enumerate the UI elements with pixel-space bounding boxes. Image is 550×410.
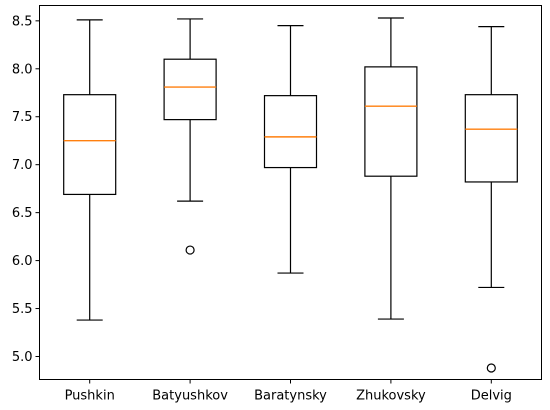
y-tick-label: 6.5 xyxy=(12,206,33,221)
y-tick-label: 7.0 xyxy=(12,158,33,173)
box-iqr xyxy=(63,94,117,196)
y-axis: 5.0 5.5 6.0 6.5 7.0 7.5 8.0 8.5 xyxy=(12,14,40,365)
y-tick-label: 6.0 xyxy=(12,254,33,269)
x-tick-label: Zhukovsky xyxy=(356,389,426,404)
y-tick-label: 5.0 xyxy=(12,350,33,365)
x-tick-label: Baratynsky xyxy=(254,389,327,404)
box-iqr xyxy=(464,94,518,183)
x-tick-label: Delvig xyxy=(471,389,512,404)
box-group xyxy=(364,17,418,320)
box-iqr xyxy=(263,95,318,169)
x-tick-label: Batyushkov xyxy=(152,389,228,404)
boxes xyxy=(63,17,518,373)
outlier-point xyxy=(185,245,195,255)
y-tick-label: 7.5 xyxy=(12,110,33,125)
box-group xyxy=(63,19,117,321)
x-axis: Pushkin Batyushkov Baratynsky Zhukovsky Delv… xyxy=(65,379,512,404)
y-tick-label: 8.5 xyxy=(12,14,33,29)
box-iqr xyxy=(364,66,418,177)
outlier-point xyxy=(486,363,496,373)
box-group xyxy=(163,18,217,255)
y-tick-label: 5.5 xyxy=(12,302,33,317)
x-tick-label: Pushkin xyxy=(65,389,115,404)
y-tick-label: 8.0 xyxy=(12,62,33,77)
box-group xyxy=(263,25,318,274)
box-group xyxy=(464,25,518,373)
box-iqr xyxy=(163,58,217,121)
